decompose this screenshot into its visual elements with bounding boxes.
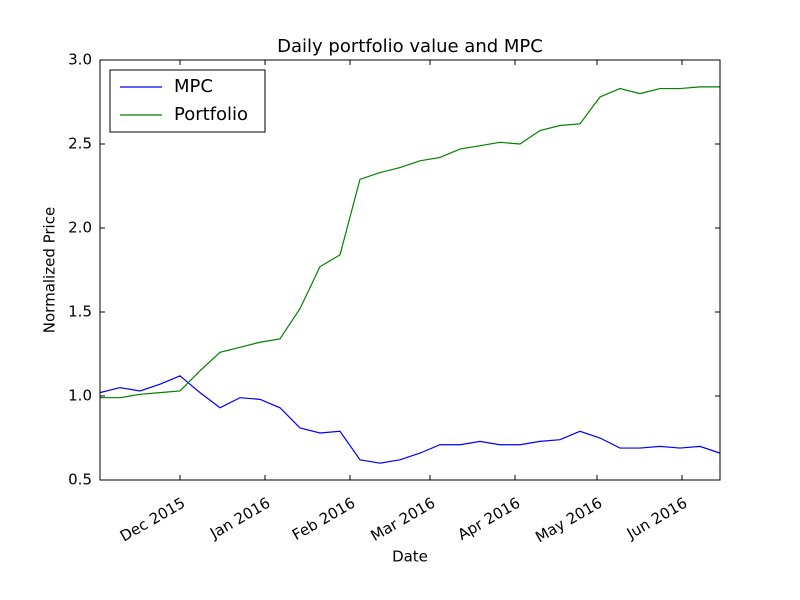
y-tick-label: 2.5 — [68, 135, 92, 153]
x-tick-label: Feb 2016 — [289, 494, 358, 544]
x-tick-label: May 2016 — [532, 494, 605, 547]
series-line — [99, 375, 721, 464]
x-tick-label: Jan 2016 — [206, 494, 273, 543]
legend-box — [109, 69, 266, 133]
legend-label: MPC — [174, 76, 213, 97]
legend-label: Portfolio — [174, 104, 248, 125]
x-tick-label: Apr 2016 — [455, 494, 524, 544]
x-tick-label: Mar 2016 — [368, 494, 439, 545]
y-tick-label: 0.5 — [68, 471, 92, 489]
y-tick-label: 3.0 — [68, 51, 92, 69]
y-tick-label: 1.5 — [68, 303, 92, 321]
series-line — [100, 86, 720, 399]
x-tick-label: Dec 2015 — [117, 494, 188, 546]
x-axis-label: Date — [392, 548, 428, 566]
x-tick-label: Jun 2016 — [623, 494, 690, 543]
plot-frame — [99, 59, 721, 481]
y-tick-label: 1.0 — [68, 387, 92, 405]
y-axis-label: Normalized Price — [41, 207, 59, 333]
y-tick-label: 2.0 — [68, 219, 92, 237]
chart-title: Daily portfolio value and MPC — [277, 36, 543, 57]
